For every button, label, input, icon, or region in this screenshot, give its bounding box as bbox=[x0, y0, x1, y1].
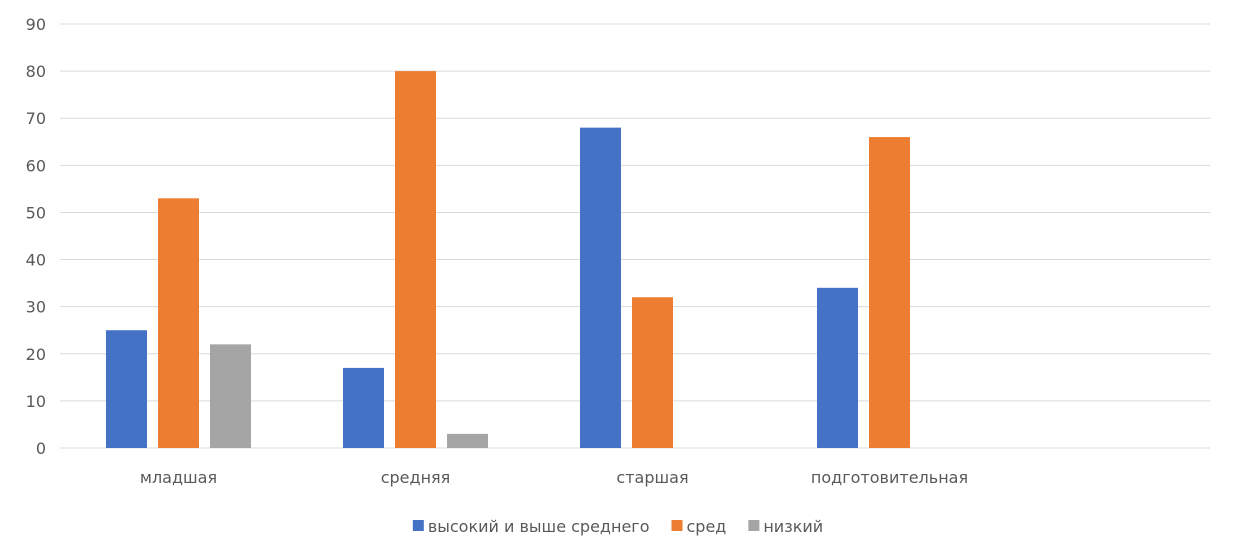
y-axis-ticks: 0 10 20 30 40 50 60 70 80 90 bbox=[26, 15, 46, 458]
legend-label: высокий и выше среднего bbox=[428, 517, 650, 536]
y-tick-label: 50 bbox=[26, 203, 46, 222]
legend: высокий и выше среднего сред низкий bbox=[412, 517, 823, 536]
legend-label: сред bbox=[686, 517, 726, 536]
legend-item: низкий bbox=[748, 517, 823, 536]
y-tick-label: 10 bbox=[26, 392, 46, 411]
y-tick-label: 70 bbox=[26, 109, 46, 128]
bar-1-2 bbox=[343, 367, 384, 448]
bar-2-3 bbox=[632, 297, 673, 448]
y-tick-label: 80 bbox=[26, 62, 46, 81]
x-category-label: подготовительная bbox=[811, 468, 968, 487]
y-tick-label: 0 bbox=[36, 439, 46, 458]
bars bbox=[106, 71, 910, 449]
legend-swatch bbox=[671, 520, 683, 531]
bar-3-1 bbox=[210, 344, 251, 448]
legend-items: высокий и выше среднего сред низкий bbox=[412, 517, 823, 536]
bar-1-3 bbox=[580, 127, 621, 449]
y-tick-label: 60 bbox=[26, 156, 46, 175]
x-category-label: старшая bbox=[616, 468, 688, 487]
y-tick-label: 20 bbox=[26, 345, 46, 364]
legend-swatch bbox=[412, 520, 424, 531]
bar-1-1 bbox=[106, 330, 147, 448]
bar-1-4 bbox=[817, 287, 858, 448]
legend-label: низкий bbox=[763, 517, 823, 536]
bar-3-2 bbox=[447, 433, 488, 448]
legend-swatch bbox=[748, 520, 760, 531]
gridlines bbox=[60, 23, 1210, 449]
bar-2-1 bbox=[158, 198, 199, 448]
y-tick-label: 30 bbox=[26, 298, 46, 317]
bar-2-2 bbox=[395, 71, 436, 448]
x-axis-categories: младшая средняя старшая подготовительная bbox=[140, 468, 968, 487]
x-category-label: средняя bbox=[381, 468, 451, 487]
legend-item: высокий и выше среднего bbox=[412, 517, 650, 536]
x-category-label: младшая bbox=[140, 468, 217, 487]
bar-2-4 bbox=[869, 137, 910, 449]
y-tick-label: 90 bbox=[26, 15, 46, 34]
legend-item: сред bbox=[671, 517, 726, 536]
y-tick-label: 40 bbox=[26, 251, 46, 270]
